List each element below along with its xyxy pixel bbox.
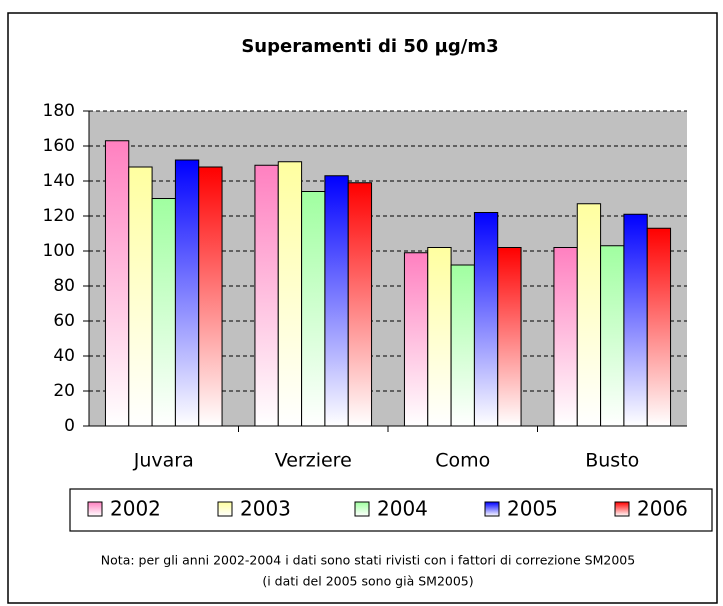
bar [301, 191, 326, 427]
bar [576, 203, 602, 427]
legend-swatch [484, 501, 500, 517]
y-tick-label: 40 [53, 346, 75, 366]
bar [497, 247, 522, 427]
y-tick-label: 180 [43, 101, 75, 121]
bar [473, 212, 499, 427]
legend-label: 2004 [377, 497, 428, 521]
note: Nota: per gli anni 2002-2004 i dati sono… [101, 553, 635, 568]
x-tick-label: Busto [585, 450, 639, 472]
legend-swatch [87, 501, 103, 517]
bar [646, 227, 672, 427]
x-tick-label: Juvara [133, 450, 194, 472]
bar [104, 140, 130, 427]
legend-label: 2002 [110, 497, 161, 521]
y-tick-label: 80 [53, 276, 75, 296]
bar [450, 264, 475, 427]
bar [128, 166, 153, 427]
y-tick-label: 160 [43, 136, 75, 156]
y-tick-label: 140 [43, 171, 75, 191]
chart-title: Superamenti di 50 µg/m3 [241, 36, 498, 57]
legend-swatch [217, 501, 233, 517]
bar [553, 247, 578, 427]
bar [151, 198, 176, 427]
y-tick-label: 60 [53, 311, 75, 331]
legend-label: 2005 [507, 497, 558, 521]
x-tick-label: Como [435, 450, 490, 472]
note: (i dati del 2005 sono già SM2005) [262, 574, 473, 589]
bar [198, 166, 223, 427]
legend-box [69, 488, 713, 532]
legend-swatch [614, 501, 630, 517]
bar [347, 182, 373, 427]
y-tick-label: 120 [43, 206, 75, 226]
bar [403, 252, 429, 427]
y-tick-label: 20 [53, 381, 75, 401]
legend-swatch [354, 501, 370, 517]
y-tick-label: 100 [43, 241, 75, 261]
y-tick-label: 0 [64, 416, 75, 436]
bar [254, 164, 279, 427]
legend-label: 2006 [637, 497, 688, 521]
bar [277, 161, 303, 427]
bar [324, 175, 349, 427]
bar [174, 159, 200, 427]
bar [600, 245, 625, 427]
legend-label: 2003 [240, 497, 291, 521]
x-tick-label: Verziere [275, 450, 352, 472]
bar [427, 247, 452, 427]
bar [623, 213, 648, 427]
